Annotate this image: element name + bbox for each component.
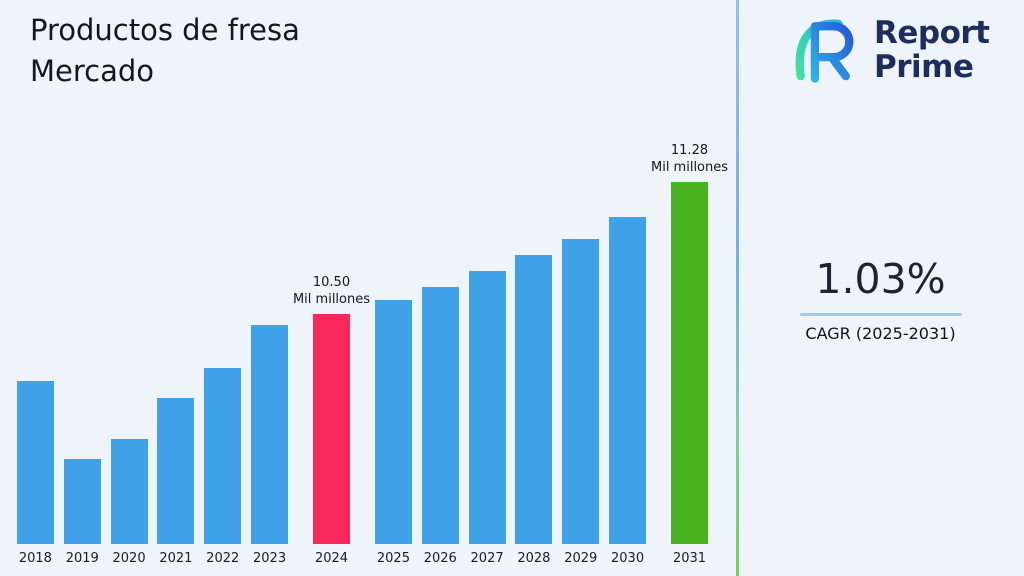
chart-column-2020: 2020 xyxy=(106,439,153,566)
cagr-underline xyxy=(799,313,962,316)
annotation-unit-2031: Mil millones xyxy=(650,160,729,176)
chart-column-2028: 2028 xyxy=(511,255,558,566)
bar-annotation-2024: 10.50 Mil millones xyxy=(293,274,370,309)
x-tick-2024: 2024 xyxy=(314,551,349,566)
x-tick-2030: 2030 xyxy=(611,551,645,566)
page-title: Productos de fresa Mercado xyxy=(30,10,300,91)
chart-column-2024: 10.50 Mil millones 2024 xyxy=(293,274,370,566)
logo-text-line2: Prime xyxy=(874,49,974,85)
bar-2021 xyxy=(157,398,195,544)
bar-2019 xyxy=(63,459,101,544)
x-tick-2020: 2020 xyxy=(112,551,146,566)
bar-2018 xyxy=(16,381,54,544)
chart-column-2026: 2026 xyxy=(417,287,464,566)
bar-2024 xyxy=(312,314,350,544)
cagr-metric: 1.03% CAGR (2025-2031) xyxy=(737,255,1024,343)
bar-2030 xyxy=(609,217,647,544)
logo-text-line1: Report xyxy=(874,14,990,51)
vertical-divider xyxy=(736,0,739,576)
bar-2022 xyxy=(204,368,242,544)
x-tick-2018: 2018 xyxy=(18,551,52,566)
page-title-line1: Productos de fresa xyxy=(30,13,300,47)
bar-chart: 2018 2019 2020 2021 2022 2023 10.50 Mil millone… xyxy=(12,142,728,566)
bar-2023 xyxy=(251,325,289,544)
annotation-unit-2024: Mil millones xyxy=(292,292,371,308)
chart-column-2025: 2025 xyxy=(370,300,417,566)
chart-column-2027: 2027 xyxy=(464,271,511,566)
x-tick-2025: 2025 xyxy=(376,551,410,566)
report-prime-logo: Report Prime xyxy=(782,12,990,88)
x-tick-2023: 2023 xyxy=(253,551,287,566)
bar-2020 xyxy=(110,439,148,544)
x-tick-2021: 2021 xyxy=(159,551,193,566)
bar-2031 xyxy=(671,182,708,544)
bar-2028 xyxy=(515,255,553,544)
x-tick-2026: 2026 xyxy=(423,551,457,566)
bar-2026 xyxy=(421,287,459,544)
bar-2025 xyxy=(374,300,412,544)
chart-column-2029: 2029 xyxy=(557,239,604,566)
page-title-line2: Mercado xyxy=(30,53,155,88)
chart-column-2030: 2030 xyxy=(604,217,651,566)
annotation-value-2024: 10.50 xyxy=(312,274,351,290)
chart-column-2019: 2019 xyxy=(59,459,106,566)
chart-column-2031: 11.28 Mil millones 2031 xyxy=(651,142,728,566)
x-tick-2019: 2019 xyxy=(65,551,99,566)
x-tick-2028: 2028 xyxy=(517,551,551,566)
x-tick-2029: 2029 xyxy=(564,551,598,566)
x-tick-2031: 2031 xyxy=(672,551,707,566)
chart-column-2023: 2023 xyxy=(246,325,293,566)
cagr-value: 1.03% xyxy=(815,255,946,303)
bar-2027 xyxy=(468,271,506,544)
bar-2029 xyxy=(562,239,600,544)
cagr-label: CAGR (2025-2031) xyxy=(805,324,956,343)
x-tick-2022: 2022 xyxy=(206,551,240,566)
report-prime-logo-icon xyxy=(795,19,854,83)
chart-column-2021: 2021 xyxy=(152,398,199,566)
bar-annotation-2031: 11.28 Mil millones xyxy=(651,142,728,177)
x-tick-2027: 2027 xyxy=(470,551,504,566)
chart-column-2022: 2022 xyxy=(199,368,246,566)
annotation-value-2031: 11.28 xyxy=(670,142,709,158)
report-prime-logo-text: Report Prime xyxy=(874,16,990,84)
chart-column-2018: 2018 xyxy=(12,381,59,566)
